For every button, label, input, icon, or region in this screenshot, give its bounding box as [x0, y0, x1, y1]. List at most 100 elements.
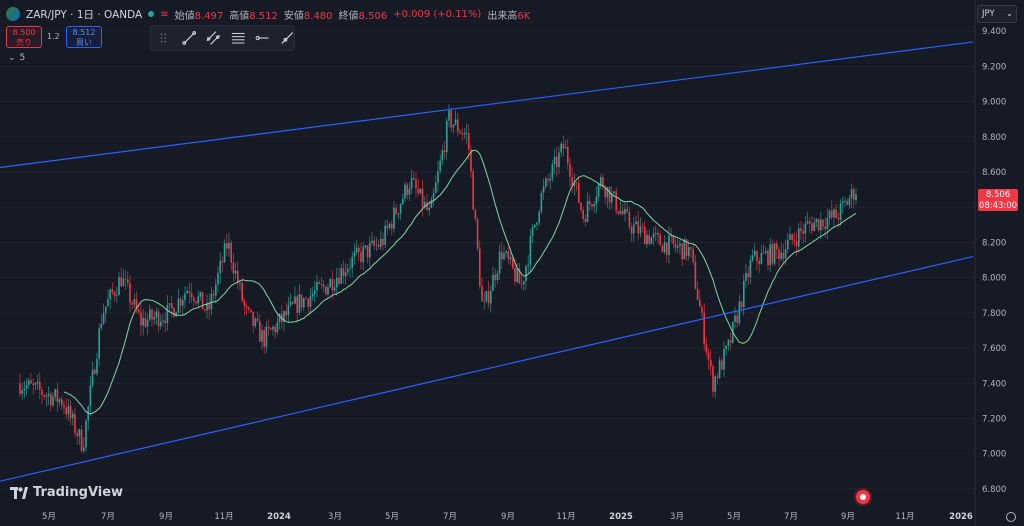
- trend-line-icon[interactable]: [181, 30, 197, 46]
- indicators-count: 5: [19, 53, 26, 63]
- candle-body: [500, 251, 503, 260]
- channel-lower-line[interactable]: [0, 255, 974, 482]
- buy-label: 買い: [76, 38, 92, 47]
- candle-body: [481, 285, 483, 302]
- menu-icon[interactable]: ≡: [160, 8, 169, 20]
- candle-body: [276, 321, 279, 333]
- low-label: 安値: [283, 10, 304, 22]
- candle-body: [300, 294, 303, 308]
- candle-body: [74, 413, 76, 434]
- candle-body: [716, 376, 719, 378]
- candle-body: [525, 266, 527, 282]
- candle-body: [580, 202, 582, 210]
- candle-body: [472, 171, 474, 210]
- y-tick-label: 8.000: [982, 274, 1006, 284]
- candle-body: [826, 218, 829, 229]
- candle-body: [489, 291, 492, 304]
- candle-body: [617, 211, 620, 214]
- candle-body: [342, 268, 345, 277]
- candle-body: [505, 251, 507, 254]
- candle-body: [692, 249, 694, 262]
- candle-body: [694, 261, 697, 289]
- currency-selector[interactable]: JPY ⌄: [977, 5, 1017, 23]
- candle-body: [683, 239, 686, 260]
- candle-body: [199, 292, 202, 297]
- buy-button[interactable]: 8.512 買い: [66, 26, 102, 48]
- candle-body: [624, 208, 626, 214]
- candle-body: [60, 399, 63, 406]
- candle-body: [362, 247, 364, 263]
- candle-body: [819, 219, 822, 231]
- candle-body: [619, 210, 622, 214]
- candle-body: [201, 292, 204, 310]
- y-tick-label: 8.600: [982, 168, 1006, 178]
- candle-body: [98, 328, 100, 359]
- candle-body: [151, 309, 153, 320]
- candle-body: [573, 182, 576, 186]
- candle-body: [760, 252, 763, 264]
- parallel-channel-icon[interactable]: [206, 30, 221, 46]
- candle-body: [232, 262, 235, 274]
- candle-body: [82, 447, 85, 452]
- tradingview-logo-icon: [10, 486, 28, 499]
- candle-body: [43, 395, 45, 397]
- candle-body: [782, 252, 785, 259]
- candle-body: [483, 301, 485, 303]
- channel-upper-line[interactable]: [0, 41, 974, 169]
- candle-body: [379, 238, 382, 247]
- candle-body: [223, 243, 226, 263]
- candle-body: [366, 245, 369, 258]
- candle-body: [492, 274, 494, 292]
- candle-body: [214, 284, 217, 296]
- candle-body: [778, 249, 780, 259]
- candle-body: [208, 302, 210, 310]
- open-value: 8.497: [194, 10, 224, 22]
- sell-button[interactable]: 8.500 売り: [6, 26, 42, 48]
- candle-body: [789, 234, 791, 241]
- candle-body: [828, 210, 831, 219]
- record-icon[interactable]: [856, 490, 870, 504]
- candle-body: [329, 279, 331, 288]
- ray-icon[interactable]: [280, 30, 295, 46]
- candle-body: [773, 243, 776, 264]
- volume-value: 6K: [517, 10, 531, 22]
- candle-body: [839, 203, 842, 220]
- tradingview-logo[interactable]: TradingView: [10, 485, 123, 500]
- candle-body: [575, 182, 578, 184]
- volume: 出来高6K: [487, 7, 530, 22]
- horizontal-ray-icon[interactable]: [255, 30, 270, 46]
- candle-body: [395, 207, 397, 215]
- candle-body: [516, 268, 518, 282]
- x-tick-label: 9月: [841, 512, 855, 522]
- candle-body: [668, 235, 670, 256]
- candle-body: [593, 204, 595, 207]
- x-tick-label: 5月: [727, 512, 741, 522]
- close-value: 8.506: [358, 10, 388, 22]
- candle-body: [283, 311, 285, 322]
- candle-body: [331, 279, 334, 291]
- symbol-title[interactable]: ZAR/JPY · 1日 · OANDA: [26, 8, 143, 21]
- candle-body: [305, 298, 307, 300]
- candle-body: [824, 226, 826, 229]
- candle-body: [476, 219, 479, 249]
- fib-retracement-icon[interactable]: [231, 30, 246, 46]
- candle-body: [179, 298, 182, 306]
- candle-body: [850, 189, 853, 199]
- candle-body: [406, 184, 408, 196]
- candle-body: [725, 345, 727, 350]
- candle-body: [159, 321, 162, 327]
- candle-body: [428, 207, 430, 210]
- indicators-toggle[interactable]: ⌄ 5: [8, 53, 25, 63]
- candle-body: [538, 211, 540, 223]
- candle-body: [670, 235, 672, 237]
- candle-body: [390, 223, 393, 229]
- settings-icon[interactable]: [1006, 512, 1016, 522]
- candle-body: [437, 171, 439, 183]
- currency-flag-icon: [6, 7, 20, 21]
- candle-body: [144, 318, 147, 327]
- candle-body: [54, 389, 56, 397]
- candle-body: [718, 360, 721, 378]
- drag-handle-icon[interactable]: [157, 30, 172, 46]
